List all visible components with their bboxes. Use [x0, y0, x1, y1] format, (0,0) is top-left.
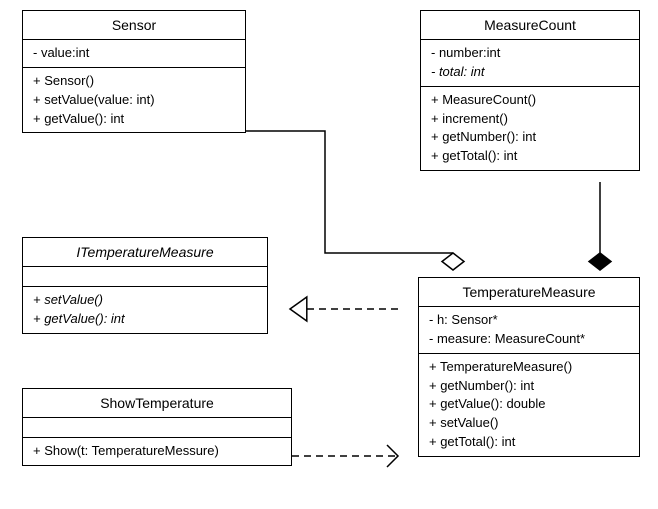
uml-member: + setValue(value: int) [33, 91, 235, 110]
uml-member: - number:int [431, 44, 629, 63]
uml-member: - total: int [431, 63, 629, 82]
uml-member: + getValue(): int [33, 110, 235, 129]
uml-member: + getValue(): int [33, 310, 257, 329]
class-title: Sensor [23, 11, 245, 40]
uml-member: + increment() [431, 110, 629, 129]
attrs-section [23, 267, 267, 287]
uml-member: + MeasureCount() [431, 91, 629, 110]
class-measurecount: MeasureCount - number:int- total: int + … [420, 10, 640, 171]
class-title: ITemperatureMeasure [23, 238, 267, 267]
uml-member: - h: Sensor* [429, 311, 629, 330]
attrs-section: - h: Sensor*- measure: MeasureCount* [419, 307, 639, 354]
attrs-section [23, 418, 291, 438]
ops-section: + Sensor()+ setValue(value: int)+ getVal… [23, 68, 245, 133]
attrs-section: - value:int [23, 40, 245, 68]
class-title: TemperatureMeasure [419, 278, 639, 307]
uml-member: - value:int [33, 44, 235, 63]
uml-member: + getNumber(): int [429, 377, 629, 396]
class-showtemperature: ShowTemperature + Show(t: TemperatureMes… [22, 388, 292, 466]
class-itemperaturemeasure: ITemperatureMeasure + setValue()+ getVal… [22, 237, 268, 334]
class-title: MeasureCount [421, 11, 639, 40]
uml-member: + Sensor() [33, 72, 235, 91]
attrs-section: - number:int- total: int [421, 40, 639, 87]
uml-member: + getTotal(): int [431, 147, 629, 166]
uml-member: + setValue() [33, 291, 257, 310]
uml-member: - measure: MeasureCount* [429, 330, 629, 349]
class-title: ShowTemperature [23, 389, 291, 418]
ops-section: + Show(t: TemperatureMessure) [23, 438, 291, 465]
uml-member: + getTotal(): int [429, 433, 629, 452]
ops-section: + setValue()+ getValue(): int [23, 287, 267, 333]
uml-member: + getValue(): double [429, 395, 629, 414]
uml-member: + Show(t: TemperatureMessure) [33, 442, 281, 461]
ops-section: + TemperatureMeasure()+ getNumber(): int… [419, 354, 639, 456]
class-temperaturemeasure: TemperatureMeasure - h: Sensor*- measure… [418, 277, 640, 457]
uml-member: + getNumber(): int [431, 128, 629, 147]
ops-section: + MeasureCount()+ increment()+ getNumber… [421, 87, 639, 170]
uml-member: + TemperatureMeasure() [429, 358, 629, 377]
uml-member: + setValue() [429, 414, 629, 433]
class-sensor: Sensor - value:int + Sensor()+ setValue(… [22, 10, 246, 133]
